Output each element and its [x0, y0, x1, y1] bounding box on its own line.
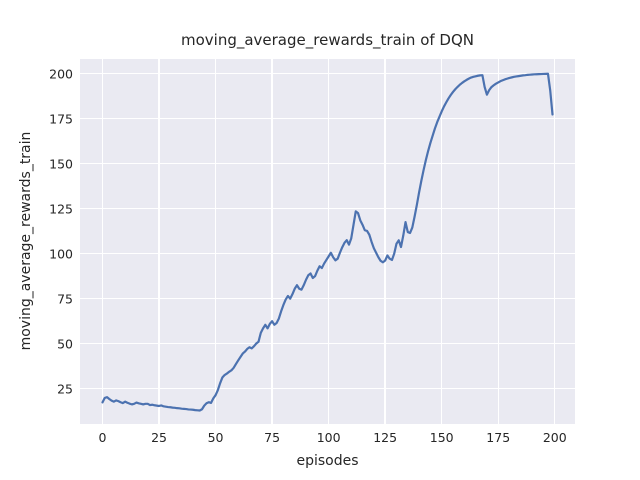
gridline-vertical	[158, 59, 160, 424]
x-tick-label: 50	[207, 430, 224, 445]
x-tick-label: 0	[98, 430, 107, 445]
x-tick-label: 150	[429, 430, 454, 445]
gridline-horizontal	[80, 297, 575, 300]
gridline-vertical	[271, 59, 273, 424]
y-tick-label: 25	[57, 381, 73, 397]
x-tick-label: 75	[264, 430, 281, 445]
y-tick-label: 50	[57, 336, 73, 352]
y-tick-label: 175	[49, 111, 73, 127]
x-tick-label: 125	[373, 430, 398, 445]
y-tick-label: 200	[49, 66, 73, 82]
gridline-vertical	[554, 59, 556, 424]
y-tick-label: 150	[49, 156, 73, 172]
x-tick-labels: 0 25 50 75 100 125 150 175 200	[80, 430, 575, 446]
gridline-vertical	[214, 59, 217, 424]
line-series-layer	[101, 72, 554, 412]
x-tick-label: 100	[316, 430, 341, 445]
gridline-horizontal	[80, 342, 575, 345]
x-tick-label: 25	[151, 430, 167, 445]
dqn-reward-line	[101, 72, 554, 412]
x-axis-label: episodes	[296, 453, 359, 469]
gridline-vertical	[384, 59, 386, 424]
gridline-horizontal	[80, 388, 575, 390]
x-tick-label: 175	[486, 430, 511, 445]
gridline-horizontal	[80, 207, 575, 210]
gridline-vertical	[440, 59, 443, 424]
x-tick-label: 200	[542, 430, 567, 445]
plot-area	[80, 59, 575, 424]
chart-title: moving_average_rewards_train of DQN	[180, 31, 475, 49]
gridline-vertical	[327, 59, 330, 424]
y-tick-label: 125	[49, 201, 73, 217]
gridline-horizontal	[80, 252, 575, 255]
y-tick-label: 75	[57, 291, 73, 307]
y-tick-labels: 25 50 75 100 125 150 175 200	[0, 59, 73, 424]
gridline-vertical	[497, 59, 499, 424]
gridline-horizontal	[80, 117, 575, 120]
gridline-horizontal	[80, 162, 575, 165]
gridline-vertical	[101, 59, 104, 424]
gridline-horizontal	[80, 72, 575, 75]
y-tick-label: 100	[49, 246, 73, 262]
